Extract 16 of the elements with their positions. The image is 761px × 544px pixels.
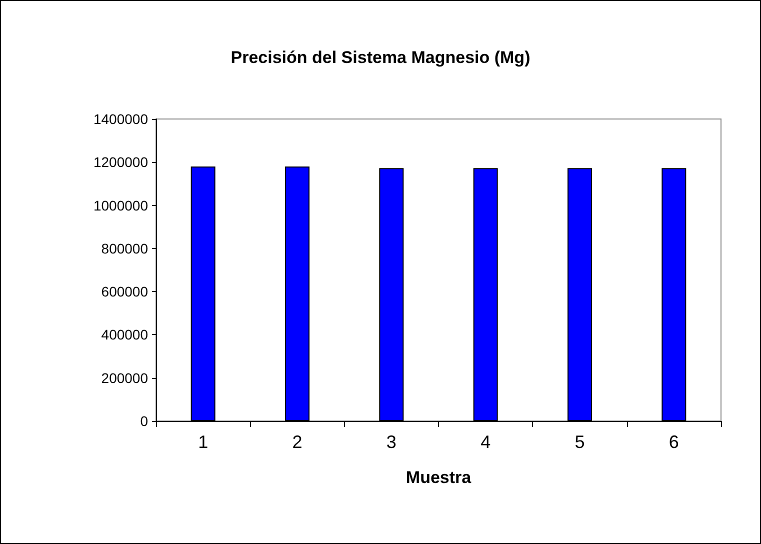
x-tick-label: 2 xyxy=(292,432,302,452)
y-tick-label: 1400000 xyxy=(93,111,148,127)
y-tick-label: 1200000 xyxy=(93,154,148,170)
y-tick-label: 1000000 xyxy=(93,197,148,214)
x-axis-title: Muestra xyxy=(406,468,472,487)
x-tick-label: 6 xyxy=(668,432,679,452)
x-tick-label: 3 xyxy=(386,432,396,452)
y-tick-label: 800000 xyxy=(101,240,148,256)
y-tick-label: 0 xyxy=(140,413,148,429)
x-tick-label: 4 xyxy=(480,432,491,452)
y-tick-label: 600000 xyxy=(101,284,148,300)
y-tick-label: 400000 xyxy=(101,326,148,343)
x-tick-label: 5 xyxy=(574,432,585,452)
chart-title: Precisión del Sistema Magnesio (Mg) xyxy=(230,48,530,67)
x-tick-label: 1 xyxy=(198,432,208,452)
y-tick-label: 200000 xyxy=(101,370,148,386)
